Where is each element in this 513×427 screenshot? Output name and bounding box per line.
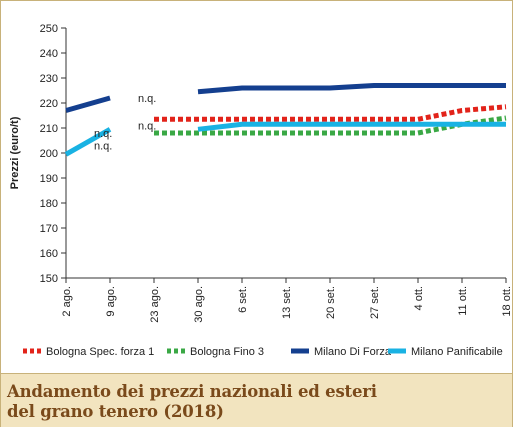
y-tick-label: 170 [40, 223, 58, 235]
series-line [65, 95, 111, 113]
x-tick-label: 2 ago. [61, 286, 73, 317]
legend-label: Milano Di Forza [314, 346, 392, 358]
series-line [64, 127, 112, 157]
y-tick-label: 190 [40, 173, 58, 185]
annotation-nq: n.q. [94, 128, 112, 140]
legend-item: Milano Di Forza [291, 346, 392, 358]
x-tick-label: 11 ott. [457, 286, 469, 316]
caption-title-line-1: Andamento dei prezzi nazionali ed esteri [7, 382, 377, 401]
x-tick-label: 4 ott. [413, 286, 425, 310]
series-line [197, 121, 506, 132]
annotation-nq: n.q. [138, 121, 156, 133]
annotation-nq: n.q. [138, 93, 156, 105]
y-tick-label: 180 [40, 198, 58, 210]
caption-title-line-2: del grano tenero (2018) [7, 402, 224, 421]
x-tick-label: 18 ott. [501, 286, 512, 317]
series-bologna-spec-forza-1 [154, 104, 507, 122]
y-tick-label: 230 [40, 73, 58, 85]
legend-label: Milano Panificabile [411, 346, 503, 358]
annotation-nq: n.q. [94, 141, 112, 153]
series-milano-di-forza [65, 83, 506, 113]
y-tick-label: 250 [40, 23, 58, 35]
x-tick-label: 9 ago. [105, 286, 117, 317]
line-chart: 150 160 170 180 190 200 210 220 230 240 250 2 ago. 9… [9, 23, 512, 358]
series-line [154, 115, 507, 136]
x-tick-label: 13 set. [281, 286, 293, 319]
legend-label: Bologna Spec. forza 1 [46, 346, 154, 358]
y-tick-label: 200 [40, 148, 58, 160]
legend-item: Milano Panificabile [388, 346, 503, 358]
x-tick-label: 30 ago. [193, 286, 205, 323]
figure-caption: Andamento dei prezzi nazionali ed esteri… [1, 373, 512, 427]
y-axis-title: Prezzi (euro/t) [9, 116, 21, 189]
axes: 150 160 170 180 190 200 210 220 230 240 250 2 ago. 9… [9, 23, 512, 323]
y-tick-label: 160 [40, 248, 58, 260]
legend-item: Bologna Spec. forza 1 [23, 346, 154, 358]
x-tick-label: 20 set. [325, 286, 337, 319]
x-tick-label: 27 set. [369, 286, 381, 319]
legend: Bologna Spec. forza 1 Bologna Fino 3 Milan… [23, 346, 503, 358]
series-milano-panificabile [64, 121, 506, 157]
y-tick-label: 220 [40, 98, 58, 110]
legend-label: Bologna Fino 3 [190, 346, 264, 358]
y-tick-label: 240 [40, 48, 58, 60]
x-tick-label: 6 set. [237, 286, 249, 313]
series-line [197, 83, 506, 95]
series-line [154, 104, 507, 122]
legend-item: Bologna Fino 3 [167, 346, 264, 358]
annotations: n.q.n.q.n.q.n.q. [94, 93, 156, 153]
y-tick-label: 150 [40, 273, 58, 285]
series-lines [64, 83, 507, 157]
y-tick-label: 210 [40, 123, 58, 135]
x-tick-label: 23 ago. [149, 286, 161, 323]
series-bologna-fino-3 [154, 115, 507, 136]
